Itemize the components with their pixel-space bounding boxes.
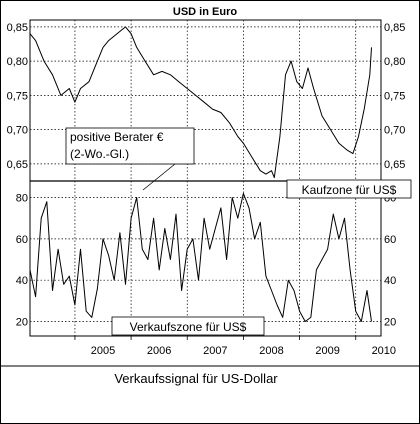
bottom-y-tick-label: 40 — [16, 275, 28, 287]
top-y2-tick-label: 0,80 — [384, 56, 405, 68]
x-tick-label: 2007 — [203, 345, 227, 357]
top-y2-tick-label: 0,85 — [384, 22, 405, 34]
kaufzone-label: Kaufzone für US$ — [302, 183, 397, 197]
usd-euro-line — [29, 26, 372, 179]
x-tick-label: 2009 — [315, 345, 339, 357]
usd-euro-series — [29, 26, 372, 179]
top-y-tick-label: 0,65 — [7, 159, 28, 171]
x-tick-label: 2005 — [91, 345, 115, 357]
x-tick-label: 2008 — [259, 345, 283, 357]
bottom-y-tick-label: 80 — [16, 193, 28, 205]
positive-berater-label: positive Berater € — [70, 130, 164, 144]
indicator-series — [29, 192, 372, 322]
verkaufszone-label: Verkaufszone für US$ — [130, 320, 247, 334]
x-tick-label: 2006 — [147, 345, 171, 357]
positive-berater-pointer — [142, 163, 176, 191]
verkaufszone-box — [111, 316, 265, 336]
kaufzone-box — [286, 179, 412, 199]
top-y-tick-label: 0,75 — [7, 90, 28, 102]
figure-caption: Verkaufssignal für US-Dollar — [114, 371, 278, 386]
x-tick-label: 2010 — [372, 345, 396, 357]
top-y-tick-label: 0,80 — [7, 56, 28, 68]
plot-area — [29, 19, 382, 337]
bottom-y-tick-label: 60 — [16, 234, 28, 246]
top-panel-ticks: 0,65 0,65 0,70 0,70 0,75 0,75 0,80 0,80 0,85 0,85 — [7, 22, 406, 171]
top-panel-grid — [30, 20, 381, 336]
bottom-y2-tick-label: 20 — [384, 317, 396, 329]
positive-berater-box — [65, 127, 195, 165]
top-y2-tick-label: 0,65 — [384, 159, 405, 171]
top-y-tick-label: 0,85 — [7, 22, 28, 34]
bottom-y2-tick-label: 40 — [384, 275, 396, 287]
top-y-tick-label: 0,70 — [7, 125, 28, 137]
indicator-line — [29, 192, 372, 322]
bottom-y2-tick-label: 60 — [384, 234, 396, 246]
bottom-y-tick-label: 20 — [16, 317, 28, 329]
x-axis-ticks: 2005 2006 2007 2008 2009 2010 — [74, 336, 396, 357]
top-y2-tick-label: 0,70 — [384, 125, 405, 137]
top-y2-tick-label: 0,75 — [384, 90, 405, 102]
chart-title: USD in Euro — [173, 6, 237, 18]
positive-berater-sublabel: (2-Wo.-Gl.) — [70, 147, 129, 161]
